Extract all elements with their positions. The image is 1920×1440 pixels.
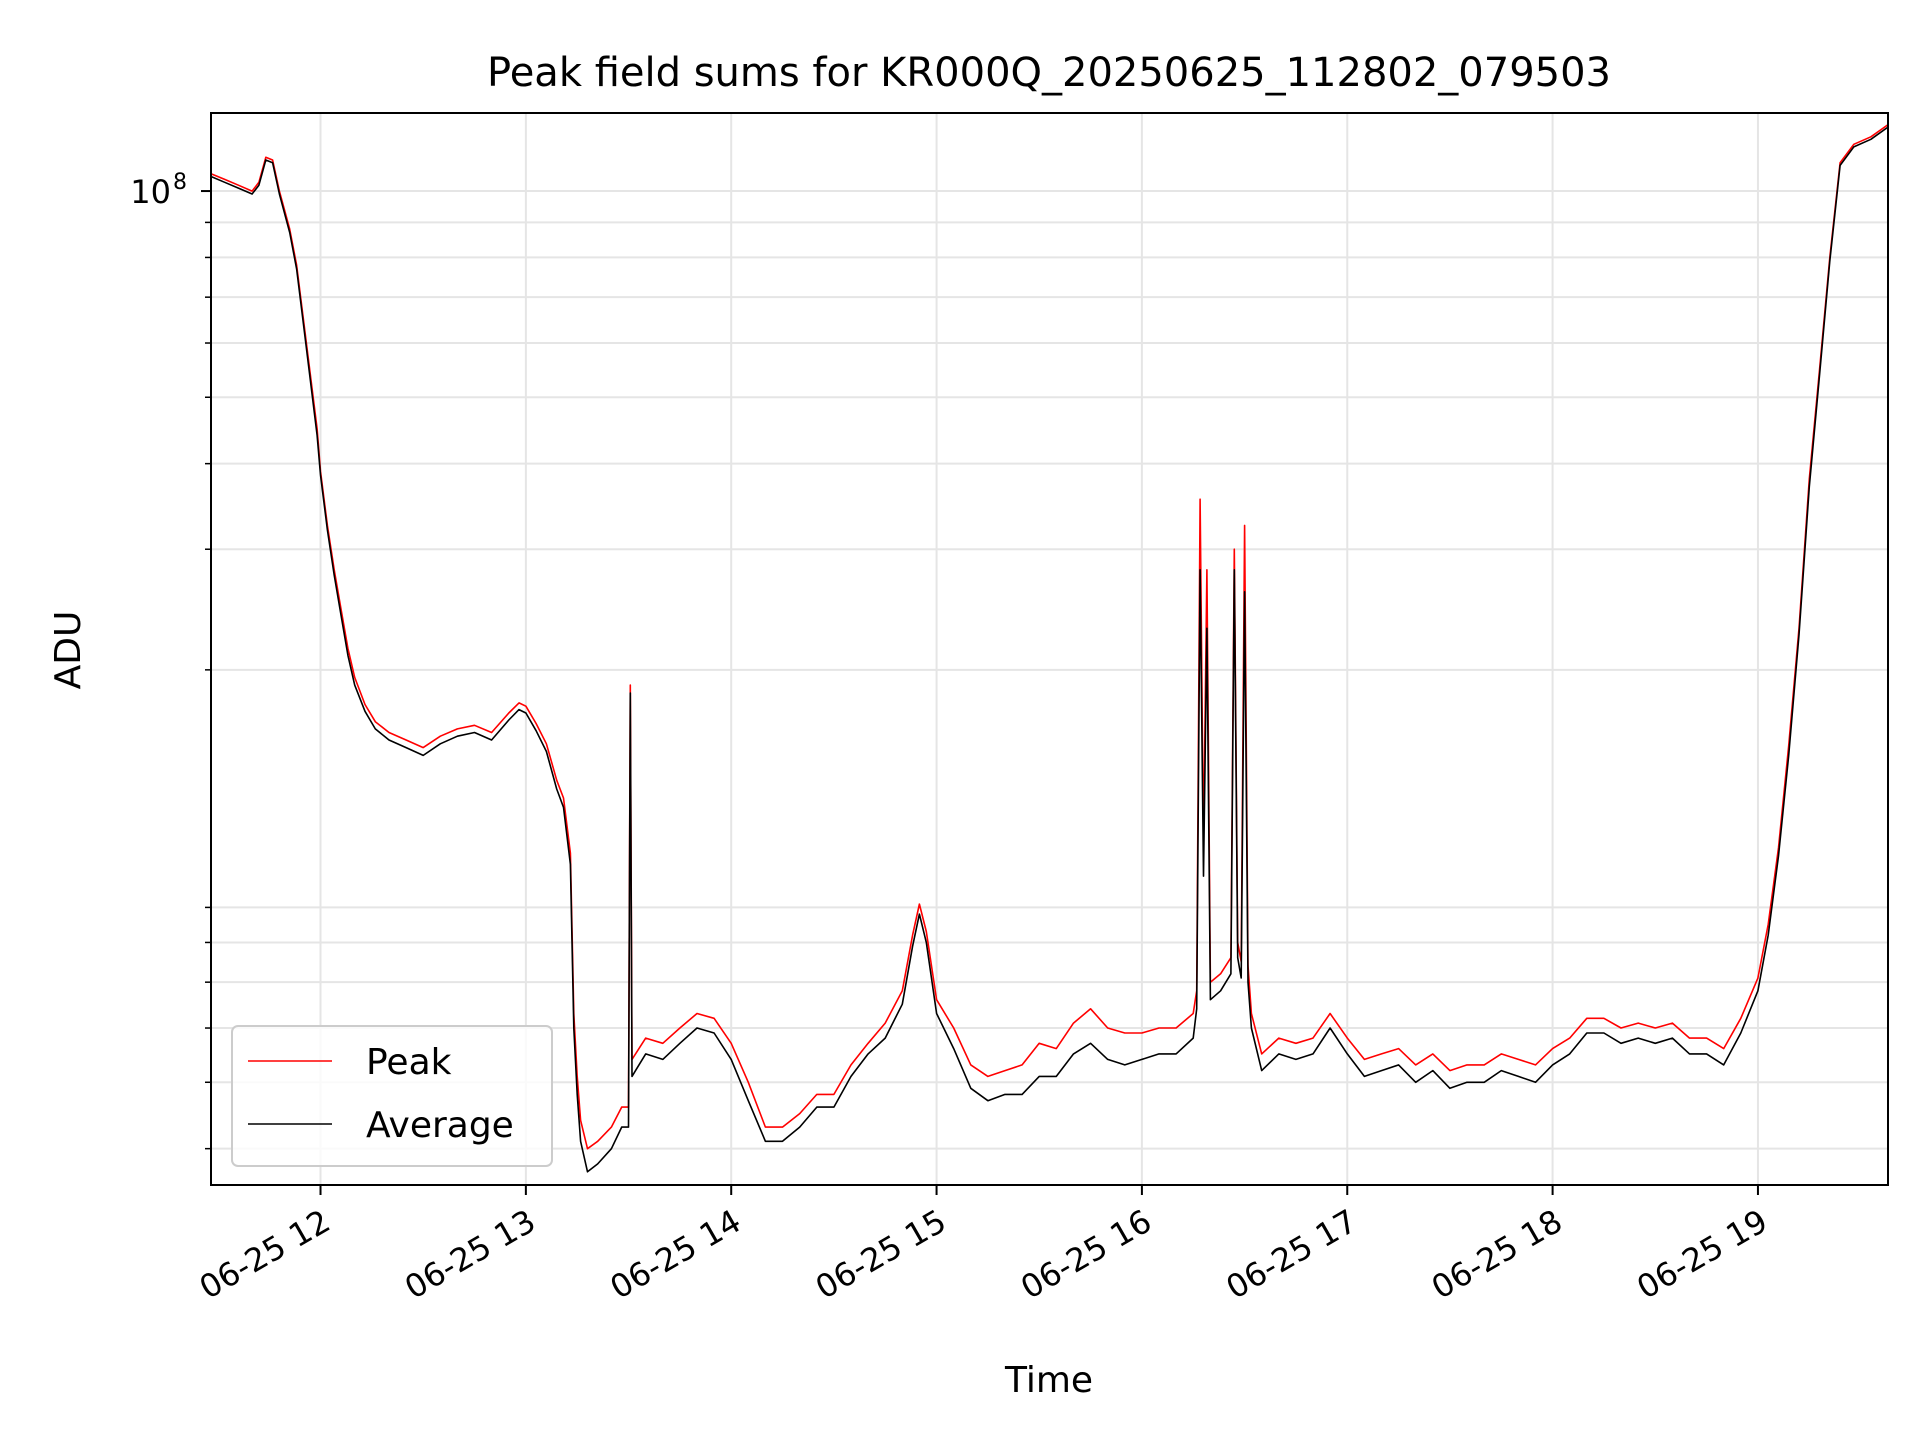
legend-peak-label: Peak bbox=[366, 1042, 452, 1083]
y-tick-label: 10 bbox=[130, 173, 171, 211]
chart-title: Peak field sums for KR000Q_20250625_1128… bbox=[487, 50, 1611, 96]
legend-average-label: Average bbox=[366, 1105, 514, 1146]
series-lines bbox=[210, 124, 1889, 1173]
y-axis-label: ADU bbox=[48, 611, 89, 690]
legend: Peak Average bbox=[231, 1025, 553, 1167]
series-line-peak bbox=[210, 124, 1889, 1150]
x-axis-label: Time bbox=[1004, 1360, 1093, 1401]
plot-frame bbox=[210, 112, 1889, 1186]
y-tick-exponent: 8 bbox=[173, 170, 187, 195]
series-line-average bbox=[210, 126, 1889, 1173]
